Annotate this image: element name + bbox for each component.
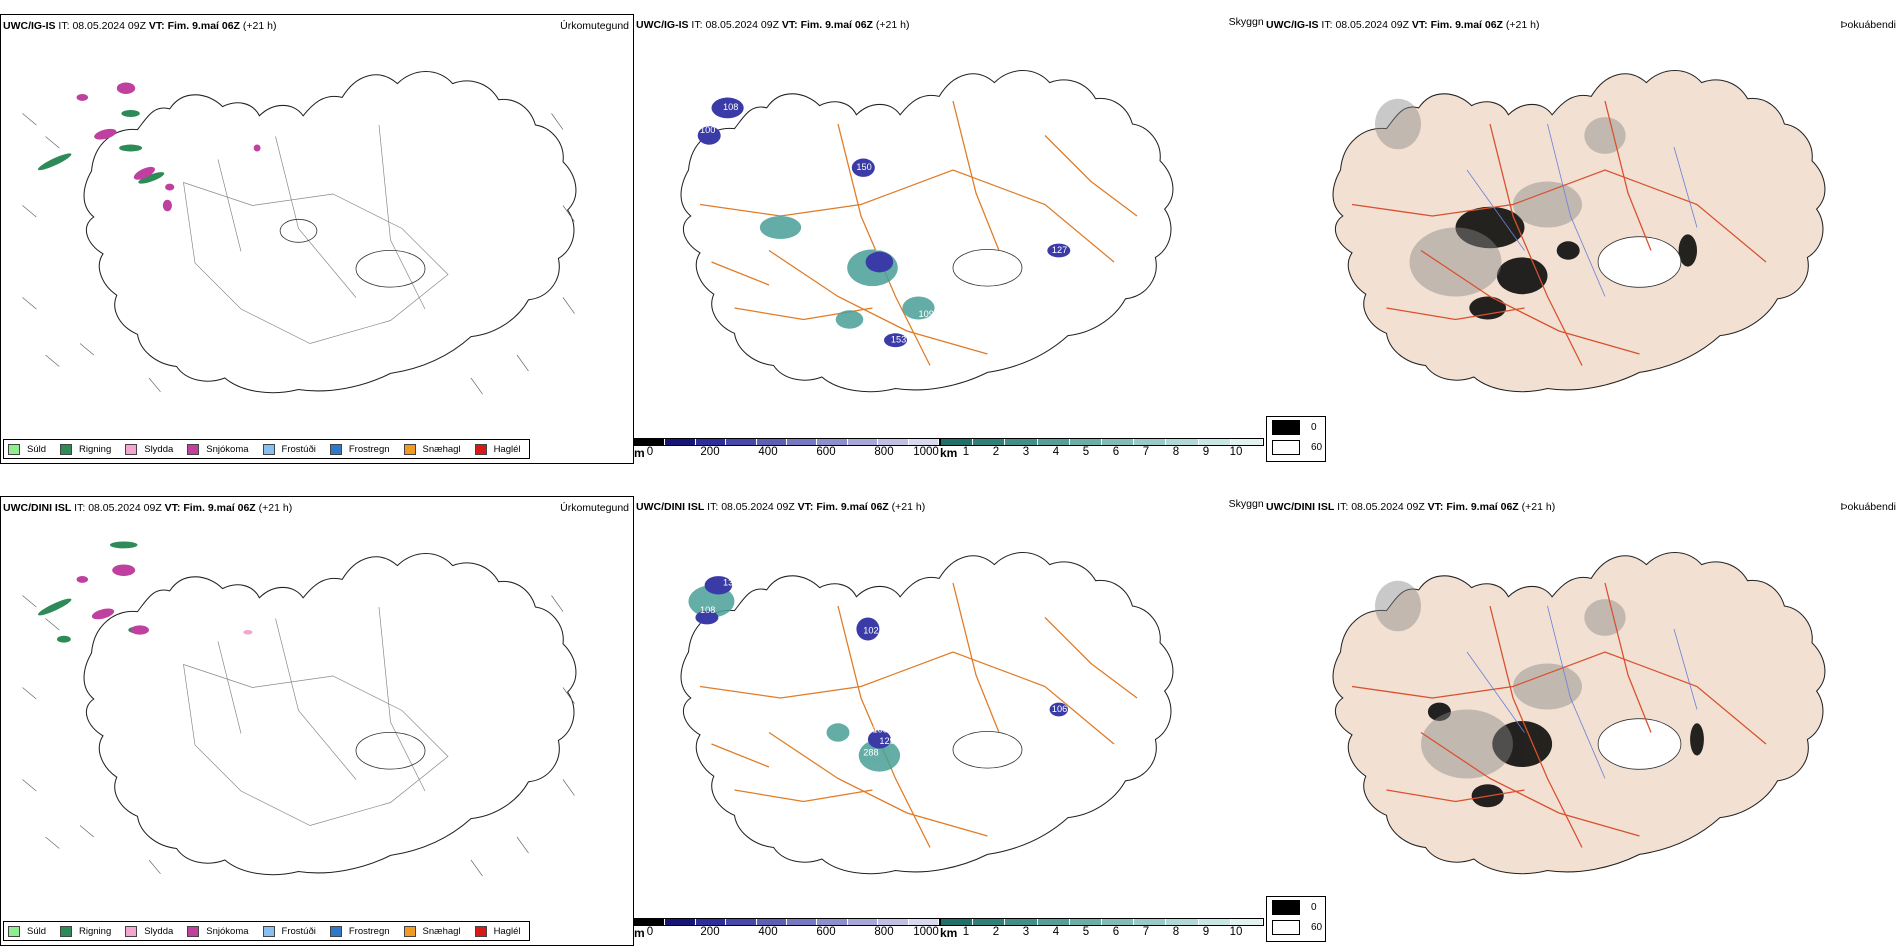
legend-swatch xyxy=(125,443,138,455)
legend-swatch xyxy=(329,925,342,937)
svg-text:127: 127 xyxy=(1052,245,1067,255)
colorbar-labels: km 1 2 3 4 5 6 7 8 9 10 xyxy=(940,446,1243,460)
legend-swatch xyxy=(8,443,20,455)
svg-text:153: 153 xyxy=(891,335,906,345)
colorbar-strip xyxy=(634,918,940,926)
legend-swatch xyxy=(187,443,200,455)
legend-swatch xyxy=(474,925,487,937)
svg-text:108: 108 xyxy=(700,605,715,615)
svg-text:135: 135 xyxy=(723,577,738,587)
svg-text:129: 129 xyxy=(879,736,894,746)
svg-text:100: 100 xyxy=(700,125,715,135)
cloudbase-colorbar-bottom: m 0 200 400 600 800 1000 xyxy=(634,918,940,940)
legend-item: Rigning xyxy=(60,925,111,937)
fog-legend-item: 60 xyxy=(1267,437,1325,457)
legend-swatch xyxy=(403,925,416,937)
svg-text:159: 159 xyxy=(875,203,890,213)
fog-legend-item: 0 xyxy=(1267,897,1325,917)
legend-swatch xyxy=(474,443,487,455)
cloudbase-visibility-panel-bottom: UWC/DINI ISL IT: 08.05.2024 09Z VT: Fim.… xyxy=(634,496,1266,946)
legend-item: Slydda xyxy=(125,925,173,937)
legend-item: Snæhagl xyxy=(403,925,461,937)
legend-item: Súld xyxy=(8,925,46,937)
svg-text:100: 100 xyxy=(833,254,848,264)
fog-legend-bottom: 0 60 xyxy=(1266,896,1326,942)
colorbar-strip xyxy=(940,918,1264,926)
legend-swatch xyxy=(262,443,275,455)
panel-title: Þokuábendi xyxy=(1840,19,1896,31)
svg-text:108: 108 xyxy=(723,102,738,112)
panel-header: UWC/DINI ISL IT: 08.05.2024 09Z VT: Fim.… xyxy=(636,501,926,513)
legend-item: Súld xyxy=(8,443,46,455)
colorbar-labels: m 0 200 400 600 800 1000 xyxy=(634,446,939,460)
legend-item: Frostúði xyxy=(262,443,316,455)
legend-swatch xyxy=(187,925,200,937)
colorbar-labels: km 1 2 3 4 5 6 7 8 9 10 xyxy=(940,926,1243,940)
legend-item: Frostregn xyxy=(329,925,390,937)
fog-legend-top: 0 60 xyxy=(1266,416,1326,462)
svg-text:102: 102 xyxy=(863,626,878,636)
panel-header: UWC/DINI ISL IT: 08.05.2024 09Z VT: Fim.… xyxy=(1266,501,1556,513)
iceland-precip-map xyxy=(22,70,577,395)
iceland-precip-map xyxy=(22,541,577,877)
precip-type-legend: Súld Rigning Slydda Snjókoma Frostúði Fr… xyxy=(3,921,530,941)
legend-item: Snjókoma xyxy=(187,443,249,455)
legend-swatch xyxy=(60,443,73,455)
colorbar-strip xyxy=(940,438,1264,446)
legend-swatch xyxy=(1272,899,1300,915)
panel-title: Úrkomutegund xyxy=(560,20,629,32)
precip-type-legend: Súld Rigning Slydda Snjókoma Frostúði Fr… xyxy=(3,439,530,459)
legend-swatch xyxy=(125,925,138,937)
legend-item: Haglél xyxy=(474,925,521,937)
cloudbase-visibility-panel-top: UWC/IG-IS IT: 08.05.2024 09Z VT: Fim. 9.… xyxy=(634,14,1266,464)
legend-item: Snæhagl xyxy=(403,443,461,455)
legend-item: Frostregn xyxy=(329,443,390,455)
visibility-colorbar-top: km 1 2 3 4 5 6 7 8 9 10 xyxy=(940,438,1264,460)
panel-title: Þokuábendi xyxy=(1840,501,1896,513)
legend-swatch xyxy=(1272,439,1300,455)
legend-item: Haglél xyxy=(474,443,521,455)
legend-swatch xyxy=(1272,919,1300,935)
visibility-colorbar-bottom: km 1 2 3 4 5 6 7 8 9 10 xyxy=(940,918,1264,940)
fog-index-panel-top: UWC/IG-IS IT: 08.05.2024 09Z VT: Fim. 9.… xyxy=(1264,14,1900,464)
svg-text:109: 109 xyxy=(919,309,934,319)
iceland-cloudbase-map: 100 108 150 159 100 129 105 109 127 153 xyxy=(680,69,1174,393)
precip-type-panel-top: UWC/IG-IS IT: 08.05.2024 09Z VT: Fim. 9.… xyxy=(0,14,634,464)
colorbar-strip xyxy=(634,438,940,446)
legend-item: Rigning xyxy=(60,443,111,455)
iceland-fog-map xyxy=(1332,69,1826,393)
colorbar-labels: m 0 200 400 600 800 1000 xyxy=(634,926,939,940)
panel-title: Úrkomutegund xyxy=(560,502,629,514)
svg-text:150: 150 xyxy=(856,162,871,172)
legend-swatch xyxy=(8,925,20,937)
svg-text:109: 109 xyxy=(873,725,888,735)
fog-legend-item: 0 xyxy=(1267,417,1325,437)
legend-swatch xyxy=(60,925,73,937)
panel-title: Skyggni xyxy=(1228,498,1266,510)
legend-swatch xyxy=(262,925,275,937)
svg-text:106: 106 xyxy=(1052,704,1067,714)
legend-swatch xyxy=(403,443,416,455)
panel-title: Skyggni xyxy=(1228,16,1266,28)
svg-text:288: 288 xyxy=(863,748,878,758)
legend-item: Slydda xyxy=(125,443,173,455)
legend-item: Frostúði xyxy=(262,925,316,937)
iceland-fog-map xyxy=(1332,551,1826,875)
panel-header: UWC/IG-IS IT: 08.05.2024 09Z VT: Fim. 9.… xyxy=(636,19,910,31)
fog-legend-item: 60 xyxy=(1267,917,1325,937)
precip-type-panel-bottom: UWC/DINI ISL IT: 08.05.2024 09Z VT: Fim.… xyxy=(0,496,634,946)
legend-swatch xyxy=(1272,419,1300,435)
cloudbase-colorbar-top: m 0 200 400 600 800 1000 xyxy=(634,438,940,460)
legend-swatch xyxy=(329,443,342,455)
svg-text:102: 102 xyxy=(875,660,890,670)
svg-text:129: 129 xyxy=(875,243,890,253)
panel-header: UWC/IG-IS IT: 08.05.2024 09Z VT: Fim. 9.… xyxy=(1266,19,1540,31)
panel-header: UWC/IG-IS IT: 08.05.2024 09Z VT: Fim. 9.… xyxy=(3,20,277,32)
panel-header: UWC/DINI ISL IT: 08.05.2024 09Z VT: Fim.… xyxy=(3,502,293,514)
legend-item: Snjókoma xyxy=(187,925,249,937)
svg-text:105: 105 xyxy=(873,291,888,301)
fog-index-panel-bottom: UWC/DINI ISL IT: 08.05.2024 09Z VT: Fim.… xyxy=(1264,496,1900,946)
